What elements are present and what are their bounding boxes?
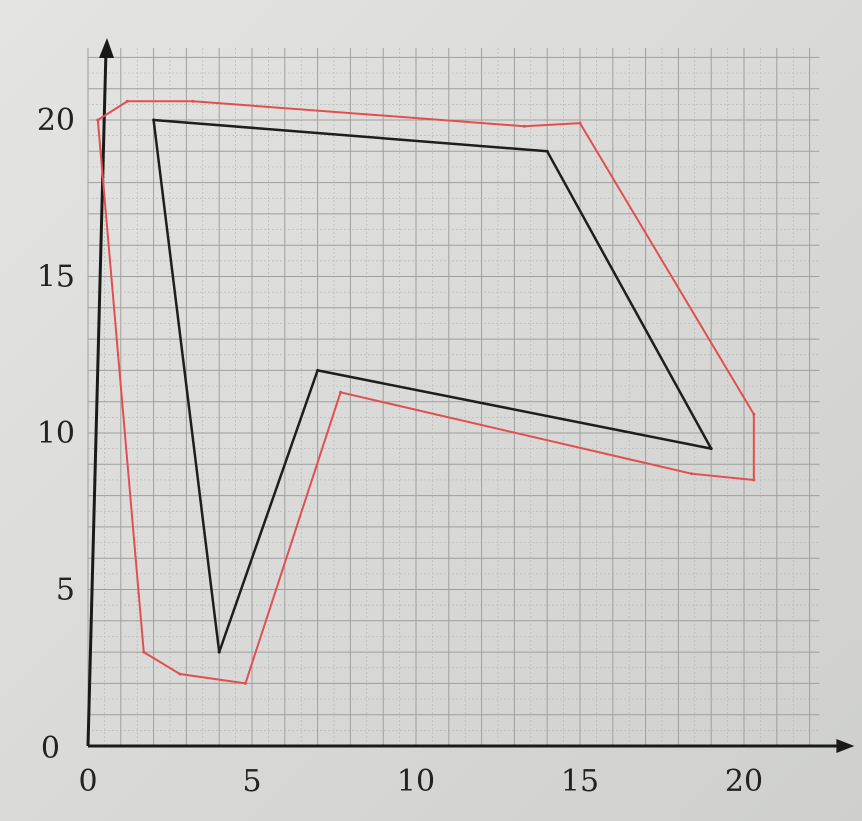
vertex-point	[125, 99, 129, 103]
vertex-point	[96, 118, 100, 122]
vertex-point	[578, 121, 582, 125]
x-axis-arrow-icon	[836, 739, 855, 753]
x-tick-label: 5	[242, 764, 261, 799]
vertex-point	[690, 472, 694, 476]
axes	[86, 38, 855, 753]
vertex-point	[217, 650, 221, 654]
y-axis-arrow-icon	[99, 38, 114, 58]
vertex-point	[152, 118, 156, 122]
vertex-point	[178, 672, 182, 676]
vertex-point	[522, 124, 526, 128]
x-tick-label: 15	[561, 764, 599, 799]
vertex-point	[709, 447, 713, 451]
vertex-point	[339, 390, 343, 394]
y-tick-label: 0	[41, 731, 60, 766]
vertex-point	[243, 681, 247, 685]
grid	[87, 48, 820, 747]
y-tick-label: 5	[56, 573, 75, 608]
y-tick-label: 20	[37, 103, 75, 138]
x-tick-label: 10	[397, 764, 435, 799]
vertex-point	[316, 368, 320, 372]
vertex-point	[545, 149, 549, 153]
x-tick-label: 20	[725, 764, 763, 799]
vertex-point	[191, 99, 195, 103]
tick-labels: 0 5 10 15 20 0 5 10 15 20	[37, 103, 763, 799]
x-tick-label: 0	[78, 764, 97, 799]
series	[96, 99, 756, 685]
vertex-point	[142, 650, 146, 654]
y-tick-label: 15	[37, 260, 75, 295]
vertex-point	[752, 412, 756, 416]
y-axis	[86, 49, 108, 747]
y-tick-label: 10	[37, 416, 75, 451]
black-polygon	[152, 118, 713, 654]
vertex-point	[752, 478, 756, 482]
